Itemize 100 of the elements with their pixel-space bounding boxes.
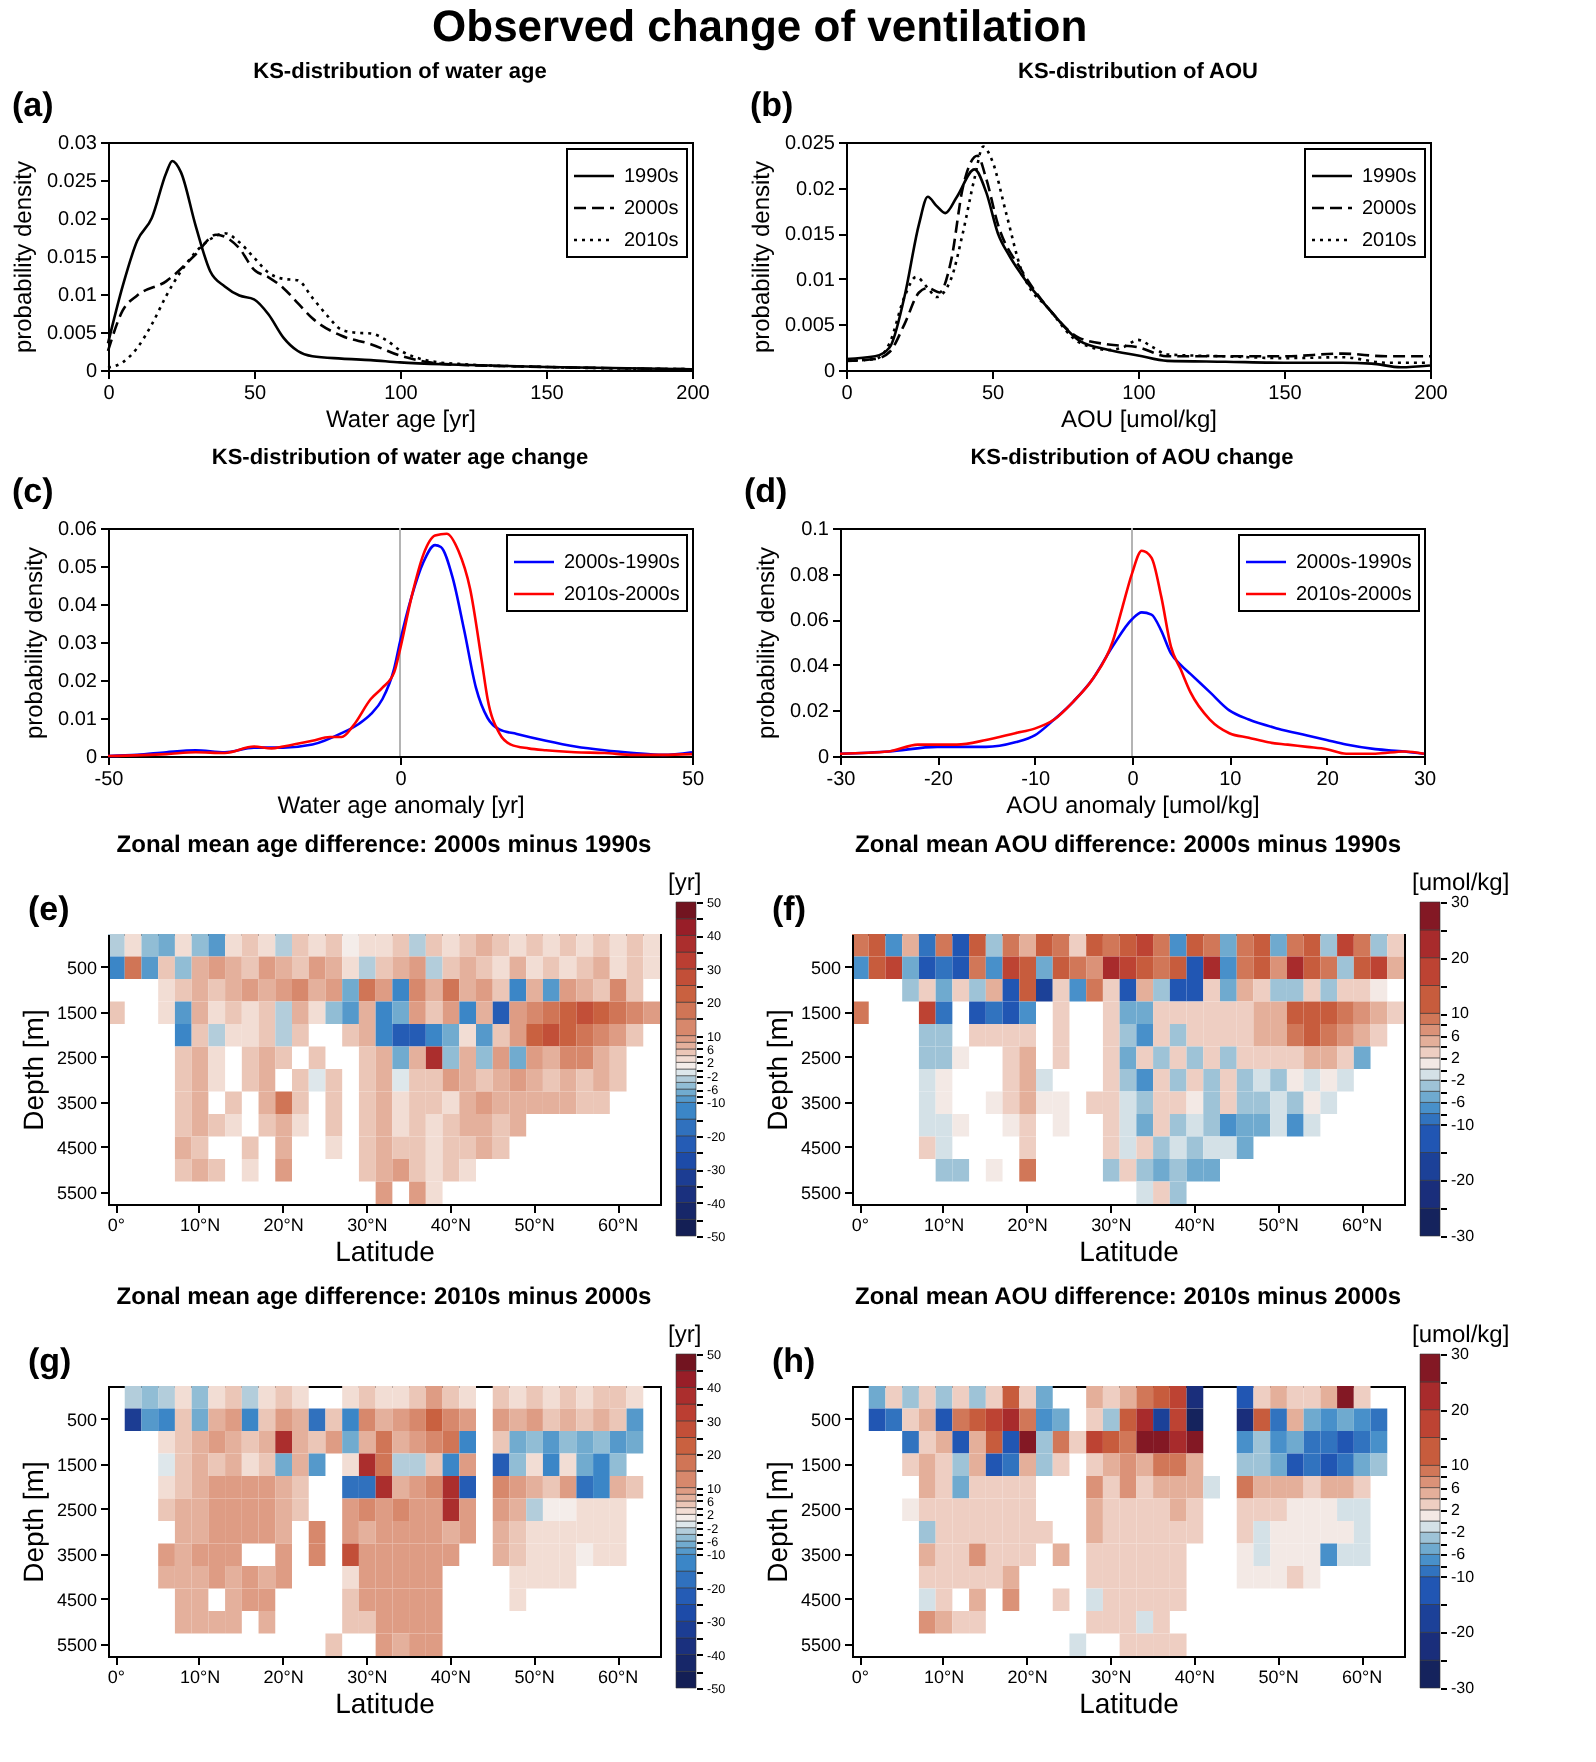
x-tick-label: 10	[1219, 769, 1243, 791]
color-bar-label: 30	[1451, 1345, 1470, 1363]
color-bar-label: 20	[1451, 1400, 1470, 1419]
x-tick-label: -20	[923, 769, 954, 791]
y-tick-label: 500	[66, 1409, 97, 1430]
x-tick-label: 40°N	[430, 1215, 472, 1235]
y-axis-title: probability density	[8, 160, 37, 354]
x-tick-label: 0	[103, 383, 116, 405]
y-tick-label: 500	[810, 1409, 841, 1430]
x-tick-label: 100	[1122, 383, 1157, 405]
x-tick-label: 30°N	[347, 1667, 388, 1687]
x-tick-label: 30	[1413, 769, 1437, 791]
x-tick-label: 10°N	[923, 1215, 965, 1235]
x-axis-title: Latitude	[1079, 1687, 1180, 1719]
x-tick-label: 30°N	[1091, 1667, 1132, 1687]
y-tick-label: 5500	[800, 1182, 841, 1203]
chart-title: Zonal mean age difference: 2010s minus 2000s	[116, 1282, 653, 1310]
y-tick-label: 0.03	[58, 133, 98, 155]
x-tick-label: 0	[395, 769, 408, 791]
y-tick-label: 2500	[56, 1499, 97, 1520]
y-axis-title: Depth [m]	[760, 1461, 793, 1583]
legend-label: 1990s	[1362, 166, 1417, 188]
y-tick-label: 3500	[800, 1092, 841, 1113]
y-tick-label: 0.005	[46, 323, 98, 345]
x-tick-label: 60°N	[598, 1667, 639, 1687]
y-tick-label: 5500	[56, 1182, 97, 1203]
color-bar-label: 30	[1451, 893, 1470, 911]
text: Observed change of ventilation	[432, 1, 1088, 51]
chart-title: Zonal mean AOU difference: 2000s minus 1990s	[855, 830, 1402, 858]
y-tick-label: 0.02	[790, 701, 830, 724]
legend-label: 2000s-1990s	[564, 552, 680, 574]
y-tick-label: 0	[85, 747, 98, 769]
x-tick-label: 20°N	[263, 1667, 304, 1687]
x-tick-label: -10	[1021, 769, 1051, 791]
x-tick-label: -30	[826, 769, 857, 791]
y-tick-label: 3500	[56, 1092, 97, 1113]
x-tick-label: 20°N	[1007, 1667, 1048, 1687]
y-tick-label: 0.01	[58, 285, 98, 307]
color-bar-title: [umol/kg]	[1412, 1320, 1510, 1348]
y-tick-label: 4500	[800, 1589, 841, 1610]
color-bar-label: -10	[1451, 1115, 1476, 1134]
color-bar-label: -6	[1451, 1545, 1467, 1564]
y-tick-label: 0.06	[58, 519, 98, 541]
x-tick-label: 50	[243, 383, 267, 405]
x-tick-label: 0°	[851, 1667, 870, 1687]
y-tick-label: 2500	[56, 1047, 97, 1068]
text: (g)	[28, 1342, 72, 1380]
x-tick-label: 60°N	[598, 1215, 639, 1235]
chart-title: KS-distribution of water age	[253, 60, 547, 84]
text: (a)	[12, 86, 54, 124]
x-tick-label: 200	[1414, 383, 1449, 405]
y-tick-label: 0.05	[58, 557, 98, 579]
x-tick-label: 40°N	[430, 1667, 472, 1687]
legend-label: 2000s	[624, 198, 679, 220]
y-tick-label: 4500	[56, 1589, 97, 1610]
x-tick-label: 50°N	[514, 1667, 555, 1687]
y-axis-title: probability density	[752, 546, 781, 740]
x-axis-title: Latitude	[335, 1235, 436, 1267]
legend-label: 1990s	[624, 166, 679, 188]
x-tick-label: 0°	[107, 1215, 126, 1235]
text: (f)	[772, 890, 806, 928]
color-bar-label: 10	[1451, 1456, 1470, 1475]
x-tick-label: 40°N	[1174, 1667, 1216, 1687]
color-bar-label: 6	[1451, 1026, 1461, 1045]
y-tick-label: 0	[823, 361, 836, 383]
color-bar-label: -6	[1451, 1093, 1467, 1112]
color-bar-label: 20	[1451, 948, 1470, 967]
y-tick-label: 0.04	[58, 595, 98, 617]
color-bar-title: [umol/kg]	[1412, 868, 1510, 896]
y-tick-label: 1500	[56, 1002, 97, 1023]
x-axis-title: AOU anomaly [umol/kg]	[1006, 791, 1260, 819]
y-tick-label: 0.025	[784, 133, 836, 155]
x-tick-label: 20°N	[1007, 1215, 1048, 1235]
y-tick-label: 0.02	[58, 209, 98, 231]
y-tick-label: 2500	[800, 1499, 841, 1520]
x-tick-label: 60°N	[1342, 1215, 1383, 1235]
color-bar-label: -2	[1451, 1071, 1467, 1090]
y-tick-label: 0.015	[46, 247, 98, 269]
y-tick-label: 1500	[800, 1002, 841, 1023]
chart-title: KS-distribution of water age change	[211, 446, 589, 470]
y-tick-label: 0.02	[796, 178, 836, 201]
legend-label: 2000s	[1362, 198, 1417, 220]
x-axis-title: AOU [umol/kg]	[1060, 405, 1218, 433]
y-axis-title: Depth [m]	[760, 1009, 793, 1131]
chart-title: Zonal mean AOU difference: 2010s minus 2000s	[855, 1282, 1402, 1310]
x-tick-label: 30°N	[347, 1215, 388, 1235]
legend-label: 2010s	[1362, 230, 1417, 252]
y-tick-label: 0.01	[796, 269, 836, 292]
color-bar-label: 6	[1451, 1478, 1461, 1497]
x-tick-label: 50°N	[1258, 1215, 1299, 1235]
x-tick-label: 50°N	[1258, 1667, 1299, 1687]
y-tick-label: 0.02	[58, 671, 98, 693]
y-tick-label: 0.08	[790, 564, 830, 587]
x-axis-title: Water age [yr]	[326, 405, 476, 433]
text: (e)	[28, 890, 70, 928]
y-tick-label: 1500	[800, 1454, 841, 1475]
x-tick-label: 150	[530, 383, 565, 405]
y-tick-label: 500	[66, 957, 97, 978]
y-tick-label: 0.04	[790, 655, 830, 678]
color-bar-label: 2	[1451, 1048, 1461, 1067]
